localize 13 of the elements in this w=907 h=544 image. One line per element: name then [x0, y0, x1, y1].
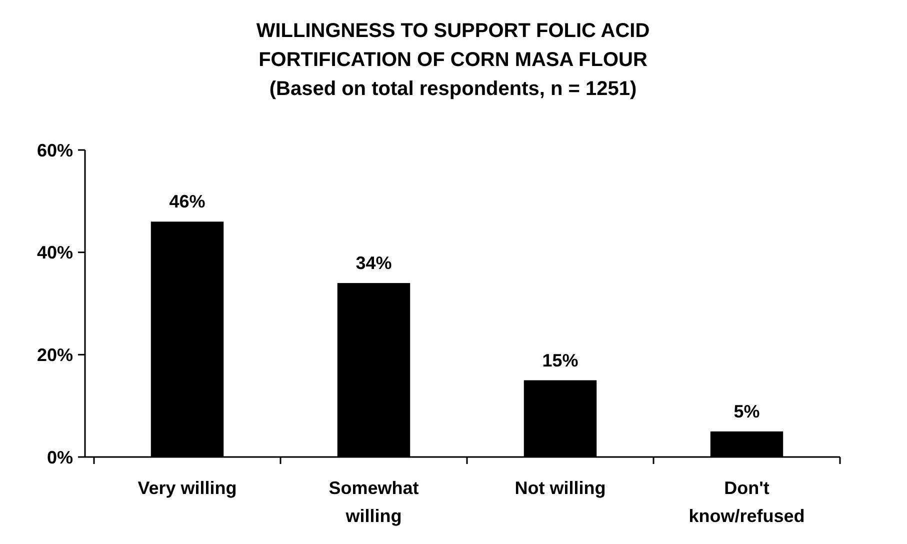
x-tick-label: Very willing [138, 478, 237, 498]
data-label: 5% [734, 401, 760, 422]
x-tick-label: Not willing [514, 478, 606, 498]
y-tick-label: 60% [36, 140, 73, 160]
data-label: 15% [542, 350, 578, 370]
y-tick-label: 40% [36, 242, 73, 263]
y-tick-label: 20% [36, 344, 73, 365]
x-tick-label: Don't know/refused [688, 478, 805, 526]
x-tick-label: Somewhat willing [328, 478, 419, 526]
data-label: 34% [356, 253, 392, 274]
data-label: 46% [169, 192, 206, 212]
y-tick-label: 0% [46, 447, 73, 468]
chart-title: WILLINGNESS TO SUPPORT FOLIC ACID FORTIFICATION OF CORN MASA FLOUR (Based on total respondents, n = 1251) [256, 20, 650, 100]
